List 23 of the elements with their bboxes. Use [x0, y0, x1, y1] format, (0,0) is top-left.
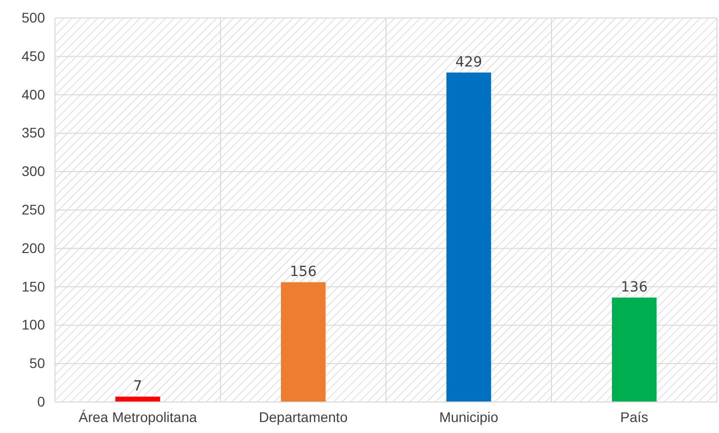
y-tick-label: 200 [22, 240, 46, 256]
x-tick-label: Municipio [439, 408, 499, 425]
bar [115, 396, 160, 402]
y-tick-label: 250 [22, 201, 46, 218]
y-tick-label: 0 [37, 393, 46, 410]
y-tick-label: 50 [29, 355, 46, 372]
y-tick-label: 500 [22, 9, 46, 26]
y-tick-label: 100 [22, 316, 46, 333]
x-tick-label: Área Metropolitana [78, 408, 198, 425]
y-tick-label: 300 [22, 163, 46, 180]
bar [280, 282, 326, 402]
y-tick-label: 150 [22, 278, 46, 294]
bar [446, 72, 492, 402]
data-label: 7 [133, 378, 142, 395]
bar [612, 298, 657, 402]
x-tick-label: Departamento [258, 408, 348, 425]
data-label: 136 [620, 280, 648, 296]
y-tick-label: 450 [22, 48, 46, 64]
y-tick-label: 400 [22, 86, 46, 102]
y-tick-label: 350 [22, 124, 46, 141]
data-label: 156 [290, 264, 317, 280]
x-tick-label: País [620, 408, 648, 425]
data-label: 429 [455, 54, 482, 71]
